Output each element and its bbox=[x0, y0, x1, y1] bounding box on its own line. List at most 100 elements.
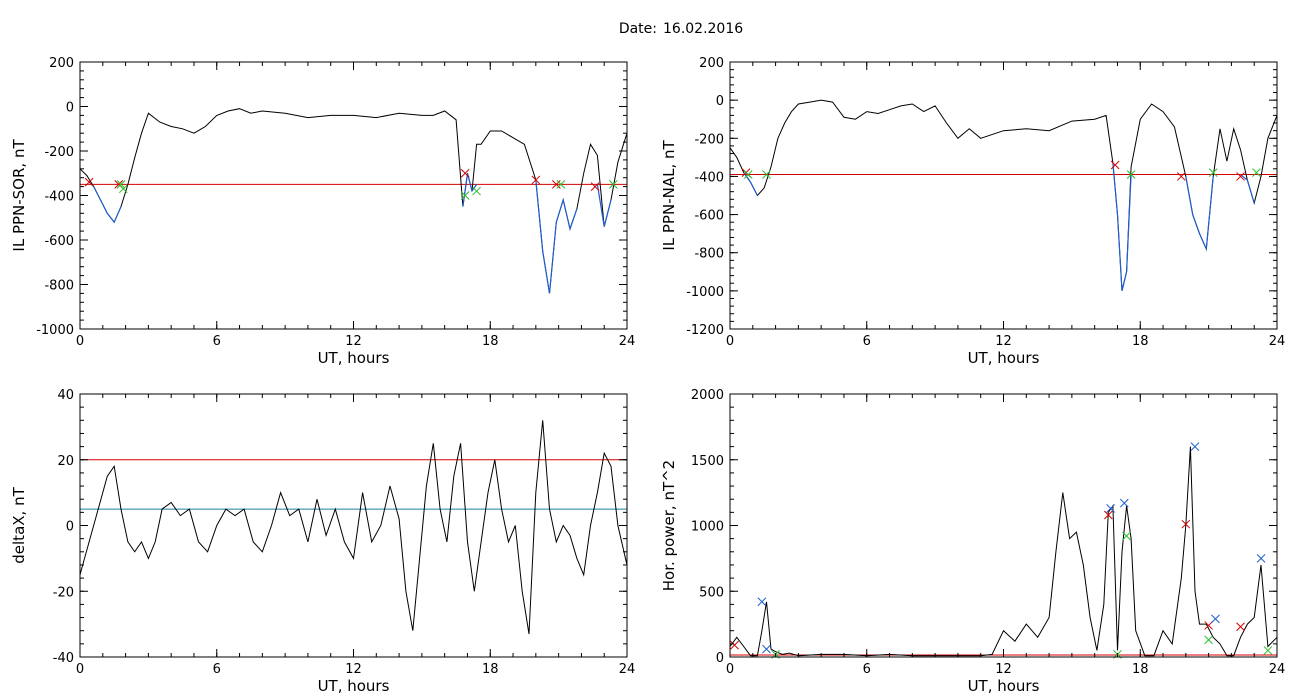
panel-hor-power: 0 6 12 18 24 0 500 1000 1500 2000 UT, hours Hor. po… bbox=[660, 388, 1285, 695]
event-marker bbox=[1110, 160, 1120, 170]
plot-frame bbox=[79, 61, 628, 330]
y-axis-title: IL PPN-NAL, nT bbox=[660, 140, 678, 251]
x-tick-label: 0 bbox=[726, 662, 734, 677]
y-tick-label: 200 bbox=[49, 56, 74, 71]
event-marker bbox=[1181, 519, 1191, 529]
x-tick-label: 0 bbox=[76, 334, 84, 349]
event-marker bbox=[551, 180, 561, 189]
y-tick-label: -40 bbox=[53, 651, 74, 666]
x-tick-label: 0 bbox=[76, 662, 84, 677]
event-marker bbox=[1176, 172, 1186, 181]
event-marker bbox=[1208, 168, 1218, 177]
event-marker bbox=[118, 184, 128, 194]
y-axis-title: IL PPN-SOR, nT bbox=[10, 139, 28, 252]
y-tick-label: 40 bbox=[57, 388, 74, 403]
y-tick-label: -400 bbox=[44, 190, 74, 205]
panel-deltax: 0 6 12 18 24 -40 -20 0 20 40 UT, hours deltaX, nT bbox=[10, 388, 635, 695]
series-line bbox=[80, 420, 627, 635]
event-marker bbox=[531, 175, 541, 185]
y-tick-label: 2000 bbox=[691, 388, 724, 403]
date-value: 16.02.2016 bbox=[663, 21, 743, 37]
x-tick-label: 6 bbox=[863, 334, 871, 349]
highlight-segment bbox=[1112, 163, 1132, 292]
event-marker bbox=[460, 191, 470, 200]
y-tick-label: -800 bbox=[44, 279, 74, 294]
highlight-segment bbox=[535, 179, 578, 294]
y-tick-label: 0 bbox=[716, 651, 724, 666]
x-tick-label: 6 bbox=[213, 334, 221, 349]
event-marker bbox=[1204, 621, 1213, 630]
event-marker bbox=[743, 170, 753, 179]
y-tick-label: -1200 bbox=[686, 323, 724, 338]
event-marker bbox=[460, 168, 470, 178]
event-marker bbox=[116, 180, 126, 189]
series-line bbox=[730, 446, 1277, 657]
event-marker bbox=[757, 597, 767, 607]
series-line bbox=[730, 99, 1277, 292]
x-axis-title: UT, hours bbox=[968, 349, 1040, 367]
x-tick-label: 24 bbox=[619, 334, 636, 349]
x-tick-label: 12 bbox=[995, 662, 1012, 677]
x-axis-title: UT, hours bbox=[318, 349, 390, 367]
x-tick-label: 24 bbox=[619, 662, 636, 677]
event-marker bbox=[1122, 531, 1131, 541]
x-tick-label: 12 bbox=[345, 662, 362, 677]
x-axis-title: UT, hours bbox=[318, 677, 390, 695]
event-marker bbox=[84, 177, 94, 187]
highlight-segment bbox=[596, 184, 612, 227]
y-tick-label: -1000 bbox=[686, 285, 724, 300]
x-axis-title: UT, hours bbox=[968, 677, 1040, 695]
panel-il-ppn-nal: 0 6 12 18 24 -1200 -1000 -800 -600 -400 -200 0 200 UT… bbox=[660, 56, 1285, 367]
highlight-segment bbox=[462, 173, 478, 207]
event-marker bbox=[762, 644, 771, 654]
highlight-segment bbox=[1185, 176, 1214, 252]
event-marker bbox=[1236, 172, 1245, 181]
event-marker bbox=[1204, 635, 1213, 645]
x-tick-label: 18 bbox=[1132, 662, 1149, 677]
y-tick-label: -400 bbox=[694, 170, 724, 185]
x-tick-label: 12 bbox=[995, 334, 1012, 349]
y-tick-label: -1000 bbox=[36, 323, 74, 338]
event-marker bbox=[556, 180, 566, 189]
event-marker bbox=[1119, 498, 1129, 508]
y-tick-label: -800 bbox=[694, 247, 724, 262]
y-axis-title: deltaX, nT bbox=[10, 486, 28, 563]
y-tick-label: 200 bbox=[699, 56, 724, 71]
y-tick-label: 0 bbox=[716, 94, 724, 109]
x-tick-label: 24 bbox=[1269, 334, 1286, 349]
y-tick-label: 0 bbox=[66, 101, 74, 116]
y-tick-label: -600 bbox=[44, 234, 74, 249]
highlight-segment bbox=[93, 186, 122, 224]
event-marker bbox=[608, 180, 618, 189]
y-tick-label: 500 bbox=[699, 585, 724, 600]
event-marker bbox=[1252, 168, 1261, 177]
date-label: Date: bbox=[619, 21, 657, 37]
y-tick-label: -20 bbox=[53, 585, 74, 600]
y-tick-label: 1000 bbox=[691, 520, 724, 535]
x-tick-label: 6 bbox=[863, 662, 871, 677]
x-tick-label: 6 bbox=[213, 662, 221, 677]
event-marker bbox=[1126, 170, 1136, 179]
event-marker bbox=[1106, 504, 1115, 513]
event-marker bbox=[1256, 554, 1266, 563]
x-tick-label: 12 bbox=[345, 334, 362, 349]
y-tick-label: -600 bbox=[694, 209, 724, 224]
event-marker bbox=[1211, 614, 1220, 624]
y-tick-label: 0 bbox=[66, 520, 74, 535]
event-marker bbox=[762, 170, 771, 179]
y-tick-label: -200 bbox=[44, 145, 74, 160]
event-marker bbox=[1263, 646, 1273, 655]
highlight-segment bbox=[743, 172, 758, 196]
x-tick-label: 18 bbox=[1132, 334, 1149, 349]
x-tick-label: 18 bbox=[482, 334, 499, 349]
event-marker bbox=[590, 182, 600, 191]
event-marker bbox=[1190, 442, 1200, 451]
highlight-segment bbox=[1240, 174, 1255, 204]
event-marker bbox=[730, 640, 739, 650]
y-tick-label: 20 bbox=[57, 454, 74, 469]
panel-il-ppn-sor: 0 6 12 18 24 -1000 -800 -600 -400 -200 0 200 UT, hou… bbox=[10, 56, 635, 367]
event-marker bbox=[1103, 510, 1113, 520]
event-marker bbox=[472, 186, 481, 196]
x-tick-label: 24 bbox=[1269, 662, 1286, 677]
